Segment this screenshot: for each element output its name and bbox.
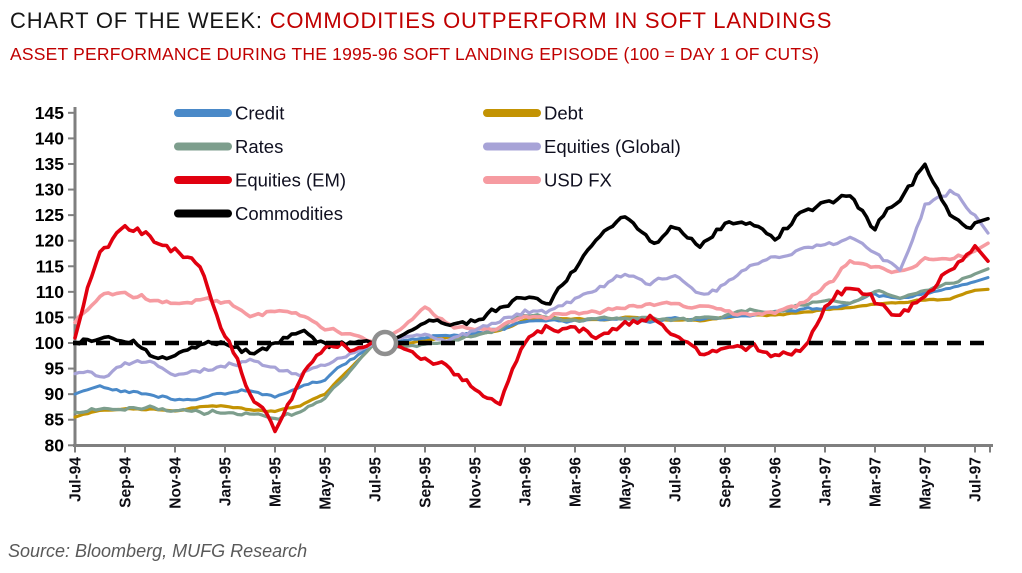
series-line-equities-global [73, 188, 990, 379]
legend-label-rates: Rates [235, 136, 283, 157]
y-axis-tick-label: 90 [45, 384, 65, 404]
y-axis-tick-label: 130 [35, 180, 64, 200]
x-axis-tick-label: May-96 [618, 457, 635, 510]
legend-label-commodities: Commodities [235, 203, 343, 224]
x-axis-tick-label: Nov-95 [468, 457, 485, 509]
x-axis-tick-label: Jan-97 [818, 457, 835, 506]
x-axis-tick-label: Mar-97 [868, 457, 885, 507]
x-axis-tick-label: Jul-94 [68, 457, 85, 502]
x-axis-tick-label: Jul-96 [668, 457, 685, 502]
x-axis-tick-label: Sep-94 [118, 457, 135, 508]
x-axis-tick-label: Mar-96 [568, 457, 585, 507]
series-line-commodities [73, 162, 990, 361]
x-axis-tick-label: May-95 [318, 457, 335, 510]
chart-subtitle: ASSET PERFORMANCE DURING THE 1995-96 SOF… [10, 44, 820, 64]
title-highlight: COMMODITIES OUTPERFORM IN SOFT LANDINGS [269, 8, 833, 33]
x-axis-tick-label: Nov-96 [768, 457, 785, 509]
x-axis-tick-label: Jan-96 [518, 457, 535, 506]
y-axis-tick-label: 140 [35, 128, 64, 148]
y-axis-tick-label: 145 [35, 103, 64, 123]
y-axis-tick-label: 105 [35, 307, 64, 327]
x-axis-tick-label: Jul-95 [368, 457, 385, 502]
y-axis-tick-label: 100 [35, 333, 64, 353]
y-axis-tick-label: 125 [35, 205, 64, 225]
series-line-usd-fx [73, 241, 990, 345]
legend-label-equities-global: Equities (Global) [544, 136, 681, 157]
x-axis-tick-label: Sep-95 [418, 457, 435, 508]
y-axis-tick-label: 115 [36, 256, 64, 276]
x-axis-tick-label: Sep-96 [718, 457, 735, 508]
y-axis-tick-label: 80 [45, 435, 65, 455]
page-title: CHART OF THE WEEK: COMMODITIES OUTPERFOR… [10, 8, 832, 34]
x-axis-tick-label: Jul-97 [968, 457, 985, 502]
series-line-equities-em [73, 223, 990, 434]
y-axis-tick-label: 95 [45, 359, 65, 379]
title-prefix: CHART OF THE WEEK: [10, 8, 270, 33]
y-axis-tick-label: 110 [36, 282, 64, 302]
y-axis-tick-label: 85 [45, 410, 65, 430]
series-line-credit [73, 276, 990, 402]
y-axis-tick-label: 135 [35, 154, 64, 174]
x-axis-tick-label: May-97 [918, 457, 935, 510]
legend-label-credit: Credit [235, 103, 284, 124]
x-axis-tick-label: Mar-95 [268, 457, 285, 507]
legend-label-equities-em: Equities (EM) [235, 170, 346, 191]
source-note: Source: Bloomberg, MUFG Research [8, 541, 308, 561]
legend-label-debt: Debt [544, 103, 583, 124]
index-marker [371, 329, 399, 357]
series-line-debt [73, 287, 990, 419]
y-axis-tick-label: 120 [35, 231, 64, 251]
x-axis-tick-label: Jan-95 [218, 457, 235, 506]
x-axis-tick-label: Nov-94 [168, 457, 185, 509]
legend-label-usd-fx: USD FX [544, 170, 612, 191]
